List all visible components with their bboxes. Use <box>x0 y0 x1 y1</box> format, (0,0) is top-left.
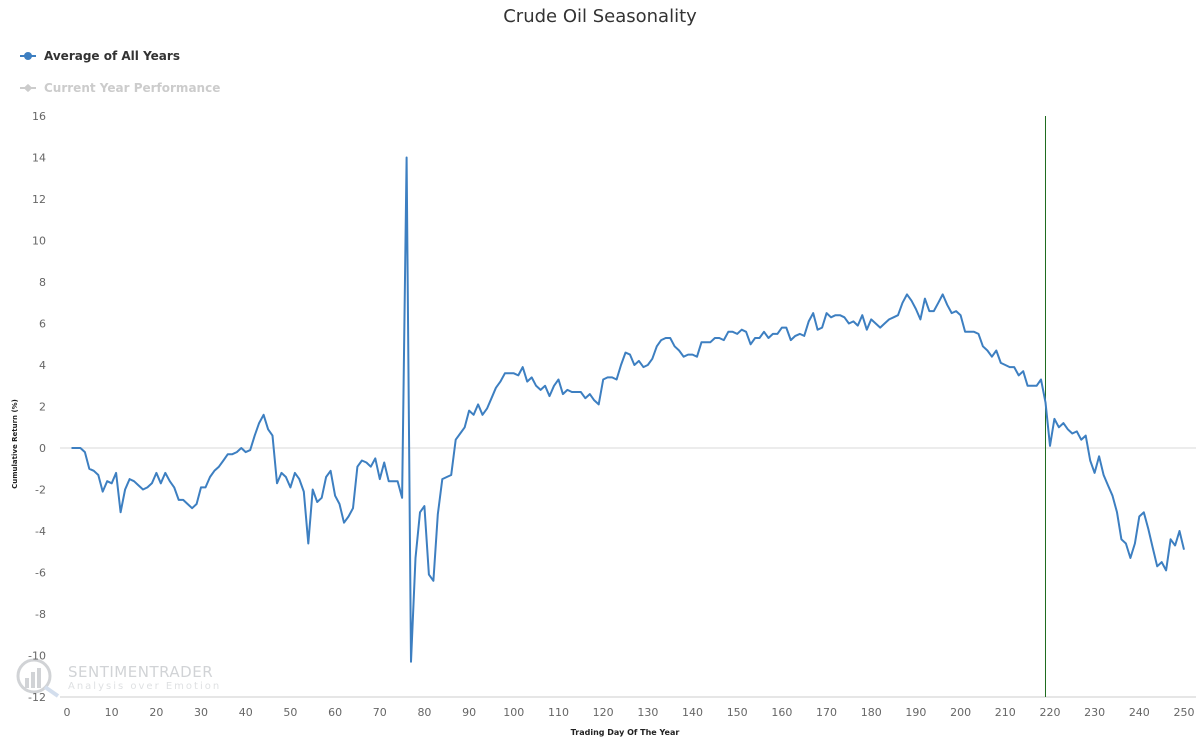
legend-item-current-year[interactable]: Current Year Performance <box>20 78 220 98</box>
x-tick-label: 0 <box>64 706 71 719</box>
legend-item-average[interactable]: Average of All Years <box>20 46 220 66</box>
x-tick-label: 160 <box>771 706 792 719</box>
x-tick-label: 90 <box>462 706 476 719</box>
y-tick-label: 14 <box>32 152 46 165</box>
x-tick-label: 170 <box>816 706 837 719</box>
x-tick-label: 20 <box>149 706 163 719</box>
y-tick-label: 0 <box>39 442 46 455</box>
x-tick-label: 100 <box>503 706 524 719</box>
x-tick-label: 110 <box>548 706 569 719</box>
y-tick-label: 6 <box>39 318 46 331</box>
x-tick-label: 210 <box>995 706 1016 719</box>
legend: Average of All Years Current Year Perfor… <box>20 46 220 110</box>
y-tick-label: 8 <box>39 276 46 289</box>
x-tick-label: 70 <box>373 706 387 719</box>
chart-title: Crude Oil Seasonality <box>503 6 697 27</box>
y-tick-label: 4 <box>39 359 46 372</box>
y-tick-label: -10 <box>28 650 46 663</box>
watermark-brand: SENTIMENTRADER <box>68 662 214 681</box>
x-tick-label: 10 <box>105 706 119 719</box>
x-tick-label: 30 <box>194 706 208 719</box>
y-tick-label: 16 <box>32 110 46 123</box>
x-tick-label: 190 <box>905 706 926 719</box>
y-tick-label: 10 <box>32 235 46 248</box>
x-axis-ticks: 0 10 20 30 40 50 60 70 80 90 100 110 120 130 140 150 160… <box>64 706 1195 719</box>
x-tick-label: 250 <box>1174 706 1195 719</box>
x-tick-label: 140 <box>682 706 703 719</box>
x-axis-label: Trading Day Of The Year <box>570 728 680 737</box>
legend-label: Current Year Performance <box>44 81 221 95</box>
legend-label: Average of All Years <box>44 49 180 63</box>
y-tick-label: -8 <box>35 608 46 621</box>
x-tick-label: 40 <box>239 706 253 719</box>
magnifier-chart-icon <box>16 658 60 698</box>
x-tick-label: 130 <box>637 706 658 719</box>
line-marker-icon <box>20 82 38 94</box>
y-axis-ticks: 16 14 12 10 8 6 4 2 0 -2 -4 -6 -8 -10 -12 <box>28 110 46 704</box>
x-tick-label: 180 <box>861 706 882 719</box>
x-tick-label: 200 <box>950 706 971 719</box>
line-marker-icon <box>20 50 38 62</box>
y-tick-label: -2 <box>35 484 46 497</box>
x-tick-label: 150 <box>727 706 748 719</box>
x-tick-label: 50 <box>283 706 297 719</box>
y-tick-label: -12 <box>28 691 46 704</box>
watermark: SENTIMENTRADER Analysis over Emotion <box>14 656 221 698</box>
series-line-average[interactable] <box>71 156 1185 663</box>
y-tick-label: 12 <box>32 193 46 206</box>
y-tick-label: -4 <box>35 525 46 538</box>
watermark-tagline: Analysis over Emotion <box>68 680 222 692</box>
y-tick-label: -6 <box>35 567 46 580</box>
x-tick-label: 230 <box>1084 706 1105 719</box>
x-tick-label: 220 <box>1039 706 1060 719</box>
x-tick-label: 60 <box>328 706 342 719</box>
y-tick-label: 2 <box>39 401 46 414</box>
x-tick-label: 240 <box>1129 706 1150 719</box>
x-tick-label: 80 <box>417 706 431 719</box>
x-tick-label: 120 <box>593 706 614 719</box>
